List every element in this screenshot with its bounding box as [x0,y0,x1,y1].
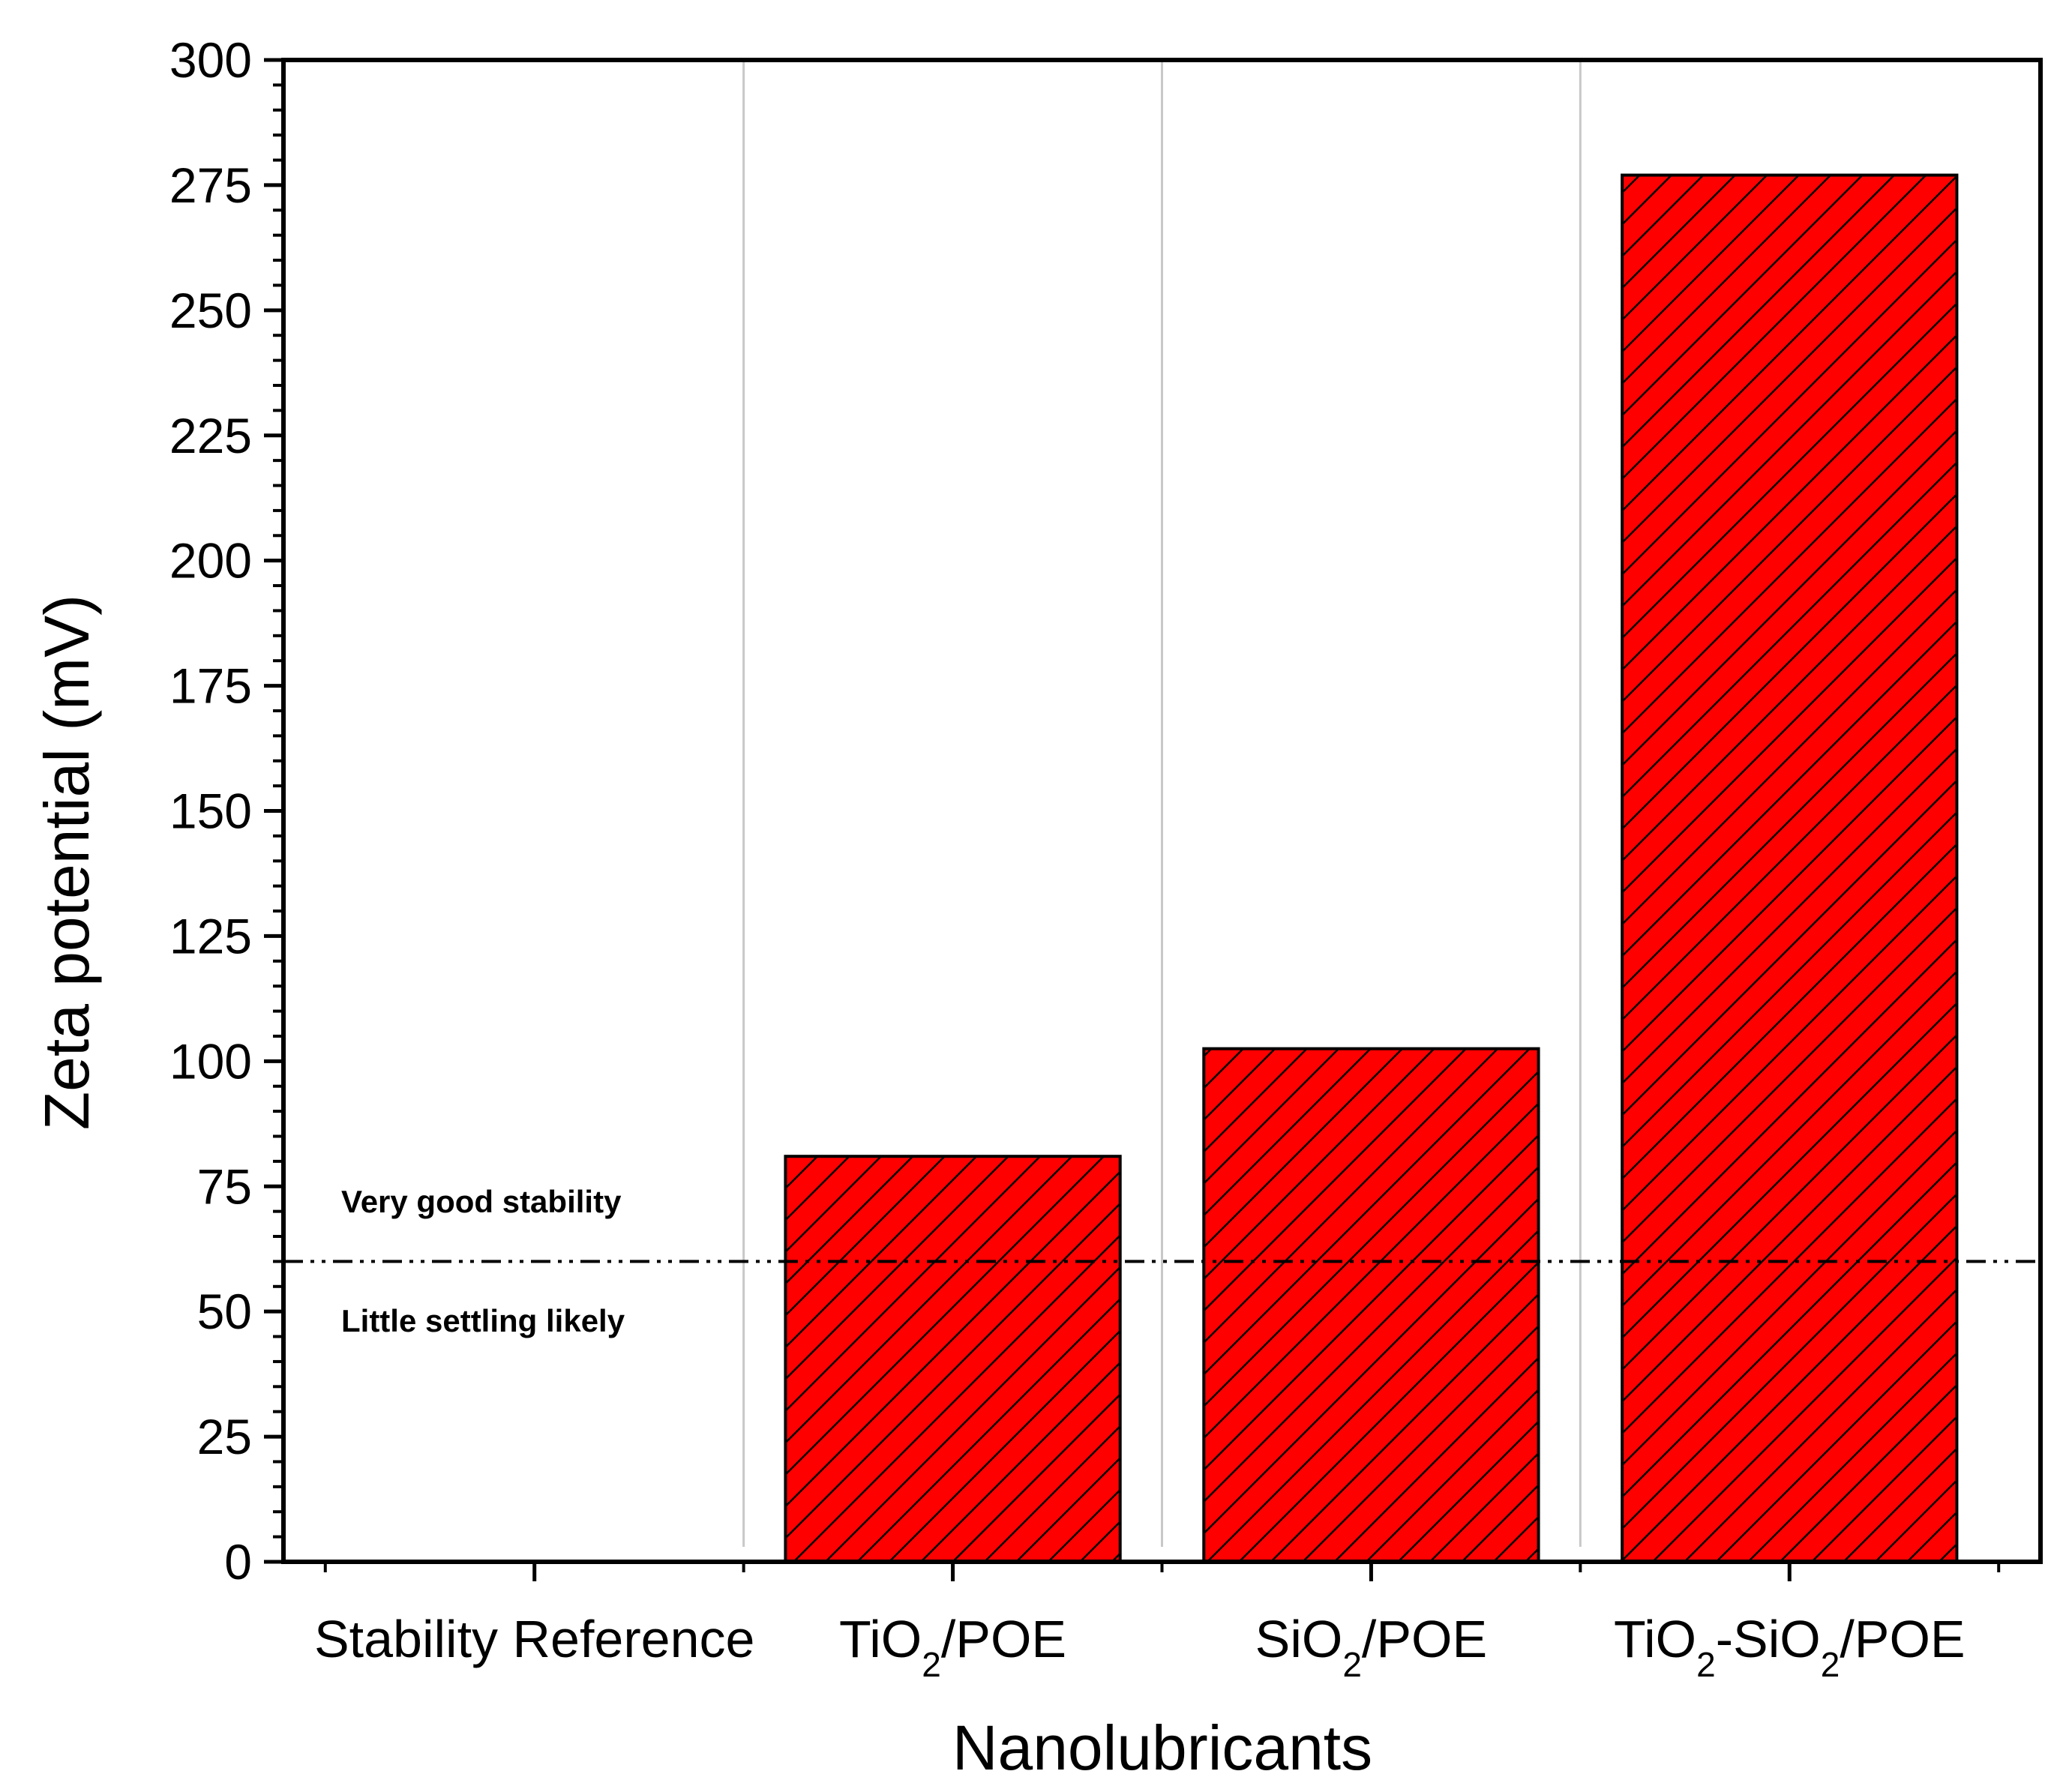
x-tick-label-tio2-sio2: TiO2-SiO2/POE [1614,1610,1966,1684]
y-axis-ticks: 0 25 50 75 100 125 150 175 200 225 250 275 300 [169,32,283,1590]
y-tick-label: 25 [197,1409,252,1464]
y-tick-label: 275 [169,157,252,213]
y-tick-label: 300 [169,32,252,88]
y-tick-label: 225 [169,408,252,463]
y-tick-label: 125 [169,908,252,963]
x-axis-ticks [323,1562,2001,1581]
y-tick-label: 0 [224,1534,252,1590]
y-axis-title: Zeta potential (mV) [31,595,102,1130]
y-tick-label: 200 [169,533,252,589]
bar-sio2 [1202,1047,1540,1564]
bar-tio2 [784,1155,1122,1563]
y-tick-label: 100 [169,1033,252,1089]
y-tick-label: 150 [169,784,252,839]
x-tick-label-sio2: SiO2/POE [1255,1610,1488,1684]
y-tick-label: 250 [169,283,252,338]
x-axis-tick-labels: Stability Reference TiO2/POE SiO2/POE TiO2-… [314,1610,1966,1684]
x-tick-label-ref: Stability Reference [314,1610,755,1668]
x-axis-title: Nanolubricants [952,1713,1372,1783]
y-tick-label: 50 [197,1284,252,1339]
annotation-very-good-stability: Very good stability [341,1184,622,1219]
bar-tio2-sio2 [1621,173,1959,1563]
y-tick-label: 175 [169,658,252,714]
bars [784,173,1959,1564]
annotation-little-settling: Little settling likely [341,1303,625,1338]
x-tick-label-tio2: TiO2/POE [839,1610,1066,1684]
y-tick-label: 75 [197,1158,252,1214]
category-separators [742,60,1582,1547]
